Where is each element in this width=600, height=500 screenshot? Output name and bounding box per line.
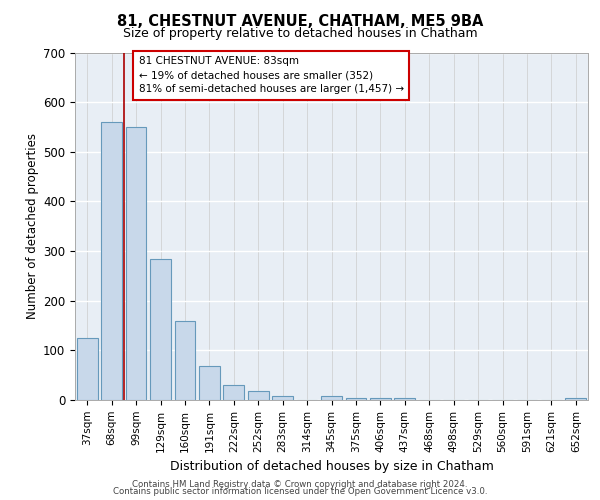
Bar [565, 398, 586, 400]
Bar [175, 320, 196, 400]
X-axis label: Distribution of detached houses by size in Chatham: Distribution of detached houses by size … [170, 460, 493, 473]
Bar [125, 127, 146, 400]
Bar [101, 122, 122, 400]
Y-axis label: Number of detached properties: Number of detached properties [26, 133, 39, 320]
Bar [248, 391, 269, 400]
Text: 81 CHESTNUT AVENUE: 83sqm
← 19% of detached houses are smaller (352)
81% of semi: 81 CHESTNUT AVENUE: 83sqm ← 19% of detac… [139, 56, 404, 94]
Bar [199, 366, 220, 400]
Bar [77, 338, 98, 400]
Text: Size of property relative to detached houses in Chatham: Size of property relative to detached ho… [122, 28, 478, 40]
Bar [223, 385, 244, 400]
Bar [321, 396, 342, 400]
Bar [272, 396, 293, 400]
Bar [150, 258, 171, 400]
Text: Contains HM Land Registry data © Crown copyright and database right 2024.: Contains HM Land Registry data © Crown c… [132, 480, 468, 489]
Bar [370, 398, 391, 400]
Bar [394, 398, 415, 400]
Text: Contains public sector information licensed under the Open Government Licence v3: Contains public sector information licen… [113, 488, 487, 496]
Text: 81, CHESTNUT AVENUE, CHATHAM, ME5 9BA: 81, CHESTNUT AVENUE, CHATHAM, ME5 9BA [117, 14, 483, 29]
Bar [346, 398, 367, 400]
